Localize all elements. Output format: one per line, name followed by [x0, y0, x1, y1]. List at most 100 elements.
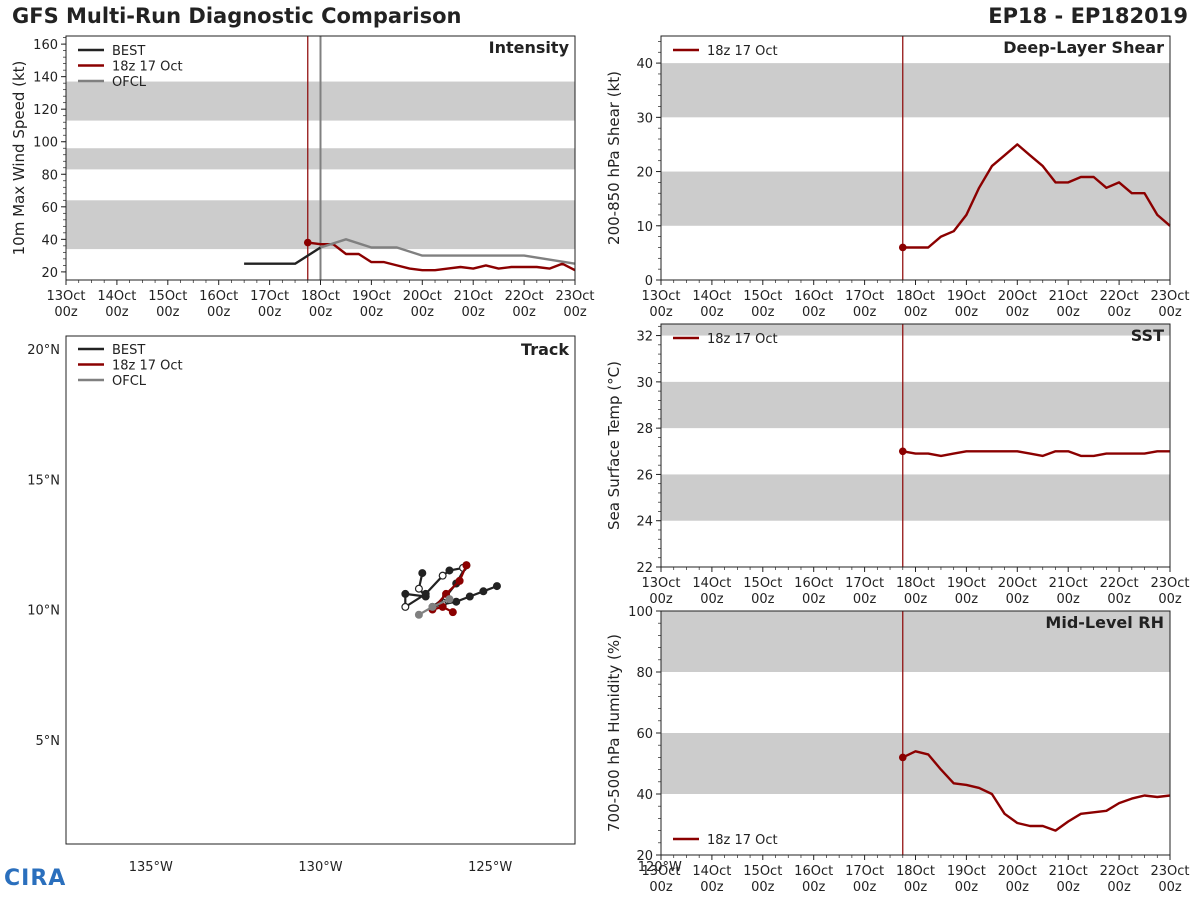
track-point-ofcl: [445, 595, 454, 604]
intensity-xtick-day: 13Oct: [46, 289, 85, 304]
sst-xtick-day: 15Oct: [743, 576, 782, 591]
track-ytick-label: 20°N: [27, 343, 60, 358]
sst-band: [661, 474, 1170, 521]
track-ytick-label: 5°N: [36, 734, 61, 749]
rh-xtick-hour: 00z: [649, 880, 673, 895]
intensity-panel: 2040608010012014016013Oct00z14Oct00z15Oc…: [10, 35, 595, 320]
shear-series-run: [902, 143, 1171, 249]
rh-xtick-hour: 00z: [1057, 880, 1081, 895]
rh-xtick-hour: 00z: [751, 880, 775, 895]
rh-series-run: [902, 750, 1171, 832]
intensity-xtick-day: 20Oct: [403, 289, 442, 304]
shear-xtick-day: 21Oct: [1049, 289, 1088, 304]
shear-ytick-label: 0: [645, 274, 653, 289]
shear-panel: 01020304013Oct00z14Oct00z15Oct00z16Oct00…: [605, 35, 1190, 320]
intensity-title: Intensity: [489, 38, 570, 57]
intensity-legend-label: OFCL: [112, 75, 147, 90]
intensity-xtick-hour: 00z: [512, 305, 536, 320]
intensity-ytick-label: 20: [41, 266, 58, 281]
shear-xtick-day: 16Oct: [794, 289, 833, 304]
intensity-ytick-label: 120: [33, 103, 58, 118]
shear-xtick-day: 13Oct: [641, 289, 680, 304]
shear-xtick-day: 20Oct: [998, 289, 1037, 304]
intensity-xtick-day: 22Oct: [505, 289, 544, 304]
rh-init-marker: [898, 753, 907, 762]
shear-band: [661, 171, 1170, 226]
sst-init-marker: [898, 447, 907, 456]
shear-ytick-label: 30: [636, 111, 653, 126]
intensity-ytick-label: 100: [33, 136, 58, 151]
track-point-run: [455, 576, 464, 585]
shear-xtick-hour: 00z: [1158, 305, 1182, 320]
rh-band: [661, 611, 1170, 672]
intensity-init-marker: [303, 238, 312, 247]
track-legend-label: BEST: [112, 343, 145, 358]
intensity-frame: [65, 35, 576, 281]
intensity-ytick-label: 60: [41, 201, 58, 216]
rh-xtick-day: 21Oct: [1049, 864, 1088, 879]
track-point-best: [438, 571, 447, 580]
track-point-run: [448, 608, 457, 617]
rh-ylabel: 700-500 hPa Humidity (%): [605, 634, 623, 832]
shear-xtick-hour: 00z: [955, 305, 979, 320]
sst-band: [661, 324, 1170, 336]
track-point-best: [401, 602, 410, 611]
shear-init-marker: [898, 243, 907, 252]
storm-id: EP18 - EP182019: [988, 4, 1188, 28]
rh-xtick-day: 17Oct: [845, 864, 884, 879]
intensity-ytick-label: 160: [33, 38, 58, 53]
sst-xtick-day: 17Oct: [845, 576, 884, 591]
shear-xtick-hour: 00z: [1057, 305, 1081, 320]
shear-xtick-hour: 00z: [853, 305, 877, 320]
rh-xtick-day: 13Oct: [641, 864, 680, 879]
intensity-xtick-day: 17Oct: [250, 289, 289, 304]
rh-xtick-day: 22Oct: [1100, 864, 1139, 879]
sst-xtick-day: 13Oct: [641, 576, 680, 591]
track-point-ofcl: [428, 602, 437, 611]
shear-xtick-hour: 00z: [649, 305, 673, 320]
rh-xtick-hour: 00z: [1107, 880, 1131, 895]
rh-frame: [660, 610, 1171, 856]
rh-ytick-label: 20: [636, 849, 653, 864]
rh-legend-label: 18z 17 Oct: [707, 833, 778, 848]
track-point-run: [462, 561, 471, 570]
shear-xtick-day: 18Oct: [896, 289, 935, 304]
rh-xtick-hour: 00z: [700, 880, 724, 895]
intensity-xtick-hour: 00z: [156, 305, 180, 320]
shear-xtick-hour: 00z: [751, 305, 775, 320]
shear-xtick-hour: 00z: [1006, 305, 1030, 320]
track-point-ofcl: [414, 610, 423, 619]
rh-xtick-hour: 00z: [1006, 880, 1030, 895]
rh-band: [661, 733, 1170, 794]
track-legend-label: OFCL: [112, 374, 147, 389]
track-xtick-label: 135°W: [129, 860, 173, 875]
intensity-xtick-hour: 00z: [360, 305, 384, 320]
sst-xtick-hour: 00z: [904, 592, 928, 607]
intensity-xtick-hour: 00z: [411, 305, 435, 320]
track-xtick-label: 130°W: [298, 860, 342, 875]
intensity-legend-label: BEST: [112, 44, 145, 59]
track-ytick-label: 15°N: [27, 473, 60, 488]
intensity-ytick-label: 140: [33, 71, 58, 86]
intensity-xtick-hour: 00z: [563, 305, 587, 320]
intensity-xtick-day: 19Oct: [352, 289, 391, 304]
rh-xtick-hour: 00z: [955, 880, 979, 895]
sst-ytick-label: 30: [636, 376, 653, 391]
track-point-best: [445, 566, 454, 575]
sst-ytick-label: 22: [636, 561, 653, 576]
track-point-run: [438, 602, 447, 611]
rh-panel: 2040608010013Oct00z14Oct00z15Oct00z16Oct…: [605, 605, 1190, 895]
track-point-best: [452, 597, 461, 606]
intensity-xtick-hour: 00z: [309, 305, 333, 320]
shear-xtick-day: 15Oct: [743, 289, 782, 304]
intensity-xtick-hour: 00z: [105, 305, 129, 320]
shear-xtick-day: 17Oct: [845, 289, 884, 304]
sst-xtick-day: 18Oct: [896, 576, 935, 591]
sst-xtick-hour: 00z: [1107, 592, 1131, 607]
sst-title: SST: [1131, 326, 1164, 345]
sst-frame: [660, 323, 1171, 568]
sst-xtick-hour: 00z: [751, 592, 775, 607]
shear-band: [661, 63, 1170, 118]
sst-series-run: [902, 450, 1170, 458]
sst-xtick-day: 21Oct: [1049, 576, 1088, 591]
